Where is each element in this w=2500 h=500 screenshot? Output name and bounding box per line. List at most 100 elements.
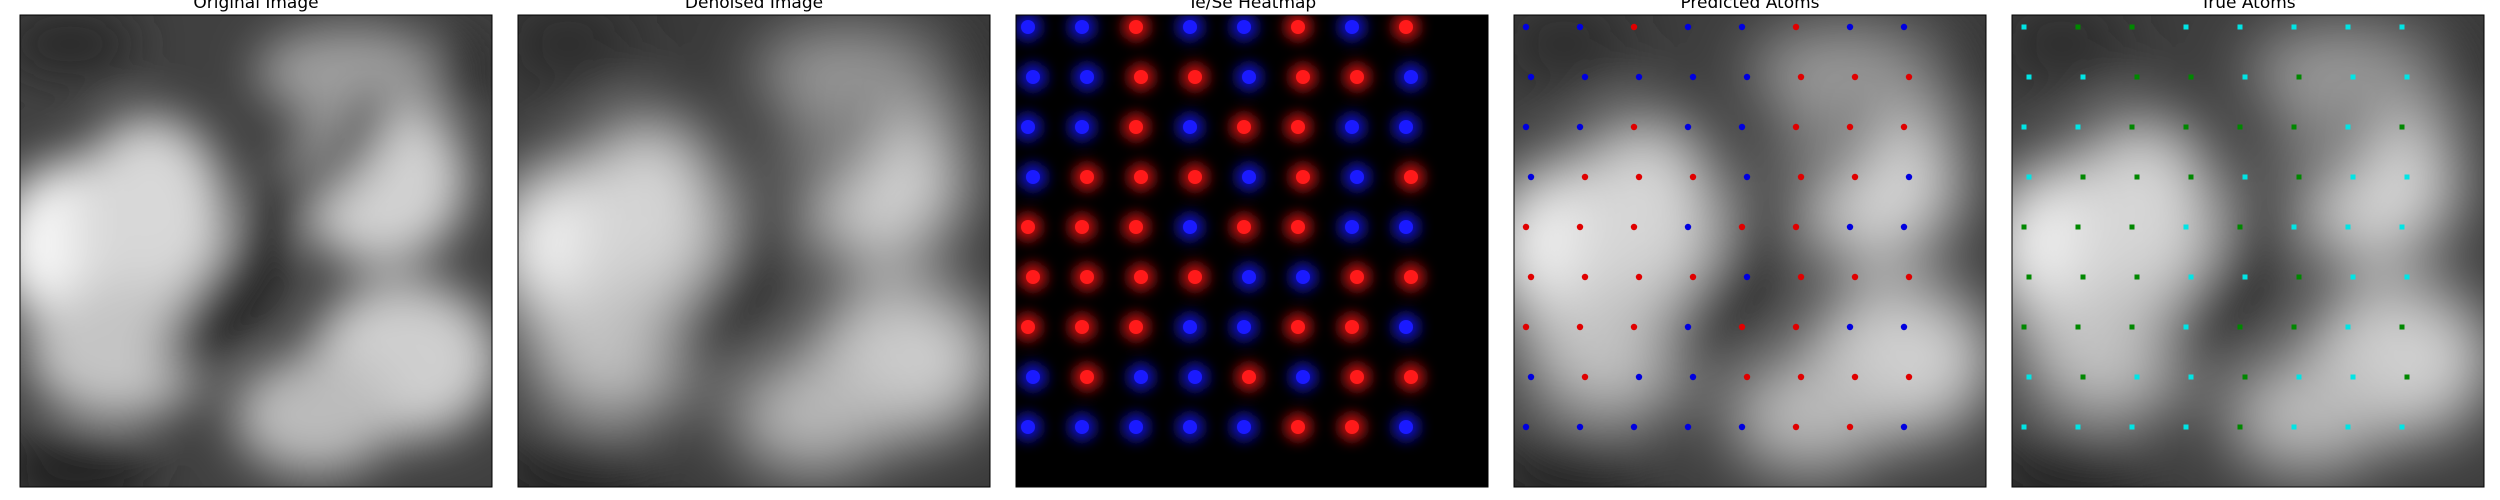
heatmap-atom-6-7	[1399, 320, 1413, 334]
predicted-atom-8-4	[1738, 423, 1746, 431]
predicted-atom-6-2	[1630, 323, 1638, 331]
heatmap-atom-4-6	[1345, 220, 1359, 234]
heatmap-atom-2-0	[1021, 120, 1035, 134]
predicted-atom-1-6	[1851, 73, 1859, 81]
true-atom-0-4	[2237, 24, 2243, 30]
true-atom-1-2	[2134, 74, 2140, 80]
heatmap-atom-8-2	[1129, 420, 1143, 434]
true-atom-8-3	[2183, 424, 2189, 430]
true-atom-1-0	[2026, 74, 2032, 80]
true-atom-0-5	[2291, 24, 2297, 30]
true-atom-1-3	[2188, 74, 2194, 80]
heatmap-atom-1-3	[1188, 70, 1202, 84]
heatmap-atom-3-2	[1134, 170, 1148, 184]
panel-denoised: Denoised Image	[517, 0, 991, 488]
panel-true: True Atoms	[2011, 0, 2485, 488]
true-atom-6-5	[2291, 324, 2297, 330]
true-atom-0-0	[2021, 24, 2027, 30]
predicted-atom-0-5	[1792, 23, 1800, 31]
predicted-atom-4-4	[1738, 223, 1746, 231]
predicted-atom-6-4	[1738, 323, 1746, 331]
true-atom-3-0	[2026, 174, 2032, 180]
predicted-atom-8-7	[1900, 423, 1908, 431]
true-atom-4-6	[2345, 224, 2351, 230]
true-atom-6-4	[2237, 324, 2243, 330]
panel-title-true: True Atoms	[2199, 0, 2295, 13]
predicted-atom-1-7	[1905, 73, 1913, 81]
predicted-atom-7-2	[1635, 373, 1643, 381]
heatmap-atom-6-1	[1075, 320, 1089, 334]
predicted-atom-8-5	[1792, 423, 1800, 431]
predicted-atom-0-1	[1576, 23, 1584, 31]
heatmap-atom-7-3	[1188, 370, 1202, 384]
true-atom-4-1	[2075, 224, 2081, 230]
true-atom-5-5	[2296, 274, 2302, 280]
heatmap-atom-4-3	[1183, 220, 1197, 234]
predicted-atom-5-7	[1905, 273, 1913, 281]
predicted-atom-6-1	[1576, 323, 1584, 331]
heatmap-atom-1-6	[1350, 70, 1364, 84]
predicted-atom-0-2	[1630, 23, 1638, 31]
true-atom-4-4	[2237, 224, 2243, 230]
heatmap-atom-5-1	[1080, 270, 1094, 284]
panel-predicted: Predicted Atoms	[1513, 0, 1987, 488]
predicted-atom-1-1	[1581, 73, 1589, 81]
true-atom-1-4	[2242, 74, 2248, 80]
heatmap-core-layer	[1021, 20, 1418, 434]
predicted-atom-0-0	[1522, 23, 1530, 31]
predicted-atom-1-3	[1689, 73, 1697, 81]
image-original	[20, 15, 492, 487]
heatmap-atom-6-4	[1237, 320, 1251, 334]
predicted-atom-2-3	[1684, 123, 1692, 131]
frame-heatmap	[1015, 14, 1489, 488]
heatmap-atom-7-6	[1350, 370, 1364, 384]
true-atom-7-3	[2188, 374, 2194, 380]
true-atom-6-1	[2075, 324, 2081, 330]
heatmap-atom-8-3	[1183, 420, 1197, 434]
heatmap-atom-0-7	[1399, 20, 1413, 34]
predicted-atom-2-5	[1792, 123, 1800, 131]
heatmap-atom-2-3	[1183, 120, 1197, 134]
true-atom-2-2	[2129, 124, 2135, 130]
heatmap-atom-7-4	[1242, 370, 1256, 384]
true-atom-8-1	[2075, 424, 2081, 430]
heatmap-atom-1-1	[1080, 70, 1094, 84]
predicted-atom-markers	[1522, 23, 1913, 431]
true-atom-7-0	[2026, 374, 2032, 380]
predicted-atom-8-2	[1630, 423, 1638, 431]
heatmap-atom-6-2	[1129, 320, 1143, 334]
heatmap-atom-3-0	[1026, 170, 1040, 184]
heatmap-atom-4-7	[1399, 220, 1413, 234]
predicted-atom-4-5	[1792, 223, 1800, 231]
predicted-atom-3-7	[1905, 173, 1913, 181]
heatmap-atom-0-5	[1291, 20, 1305, 34]
predicted-atom-7-3	[1689, 373, 1697, 381]
panel-heatmap: Te/Se Heatmap	[1015, 0, 1489, 488]
true-atom-5-1	[2080, 274, 2086, 280]
heatmap-atom-4-1	[1075, 220, 1089, 234]
heatmap-atom-6-6	[1345, 320, 1359, 334]
heatmap-atom-5-6	[1350, 270, 1364, 284]
true-atom-5-6	[2350, 274, 2356, 280]
true-atom-0-3	[2183, 24, 2189, 30]
predicted-atom-6-6	[1846, 323, 1854, 331]
true-atom-6-3	[2183, 324, 2189, 330]
predicted-atom-1-5	[1797, 73, 1805, 81]
frame-predicted	[1513, 14, 1987, 488]
true-atom-2-0	[2021, 124, 2027, 130]
heatmap-atom-0-0	[1021, 20, 1035, 34]
heatmap-atom-4-2	[1129, 220, 1143, 234]
predicted-atom-7-1	[1581, 373, 1589, 381]
predicted-atom-7-6	[1851, 373, 1859, 381]
predicted-atom-8-1	[1576, 423, 1584, 431]
predicted-atom-5-0	[1527, 273, 1535, 281]
heatmap-atom-0-4	[1237, 20, 1251, 34]
predicted-atom-0-4	[1738, 23, 1746, 31]
predicted-atom-8-3	[1684, 423, 1692, 431]
predicted-atom-5-2	[1635, 273, 1643, 281]
panel-title-denoised: Denoised Image	[685, 0, 823, 13]
heatmap-atom-5-2	[1134, 270, 1148, 284]
predicted-atom-4-2	[1630, 223, 1638, 231]
heatmap-atom-0-6	[1345, 20, 1359, 34]
